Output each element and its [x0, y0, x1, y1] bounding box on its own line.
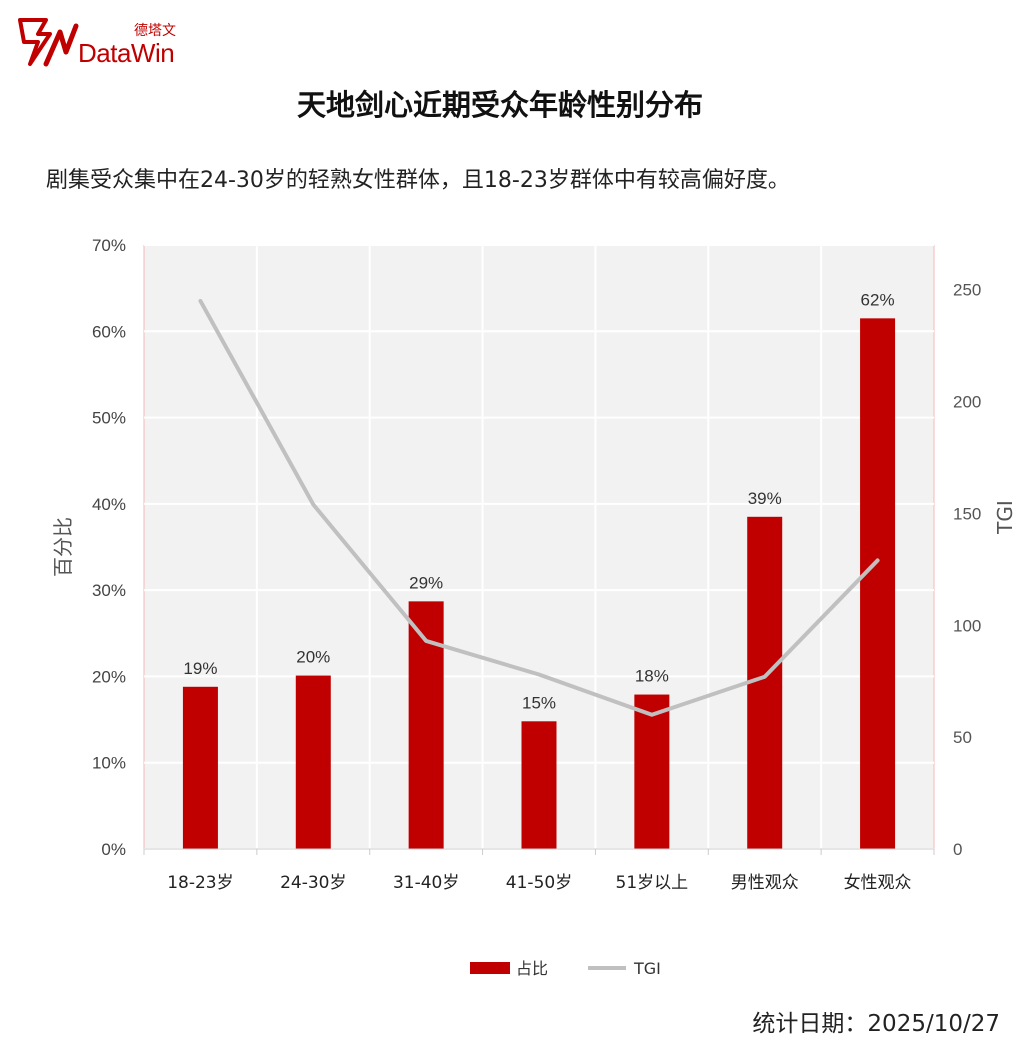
chart-svg: 19% 20% 29% 15% 18% 39% 62% 0% 10% 20% 30% 40% 50% 6… [51, 236, 1017, 978]
x-tick-label: 男性观众 [731, 873, 799, 893]
bar [634, 694, 670, 849]
bar-data-label: 19% [183, 659, 217, 678]
chart-title: 天地剑心近期受众年龄性别分布 [296, 88, 703, 122]
legend-bar-swatch [470, 962, 510, 974]
legend-line-label: TGI [633, 959, 661, 978]
bar-data-label: 15% [522, 693, 556, 712]
bar-data-label: 29% [409, 573, 443, 592]
x-tick-label: 31-40岁 [393, 873, 459, 893]
chart-subtitle: 剧集受众集中在24-30岁的轻熟女性群体，且18-23岁群体中有较高偏好度。 [46, 168, 790, 193]
bar-data-label: 39% [748, 489, 782, 508]
x-tick-label: 24-30岁 [280, 873, 346, 893]
y-left-tick-label: 30% [92, 581, 126, 600]
y-left-tick-label: 70% [92, 236, 126, 255]
stat-date: 统计日期：2025/10/27 [752, 1004, 1000, 1038]
y-right-title: TGI [993, 500, 1017, 535]
brand-name-cn: 德塔文 [134, 23, 176, 39]
x-axis: 18-23岁 24-30岁 31-40岁 41-50岁 51岁以上 男性观众 女性观众 [143, 848, 935, 893]
y-left-title: 百分比 [51, 517, 75, 577]
bar [860, 318, 896, 849]
bar-data-label: 20% [296, 648, 330, 667]
y-left-tick-label: 60% [92, 322, 126, 341]
bar [295, 675, 331, 849]
x-tick-label: 41-50岁 [506, 873, 572, 893]
x-tick-label: 51岁以上 [616, 873, 689, 893]
bar [521, 721, 557, 849]
y-right-tick-label: 250 [953, 281, 981, 300]
bar [747, 516, 783, 849]
y-right-tick-label: 0 [953, 840, 962, 859]
legend: 占比 TGI [470, 959, 661, 978]
y-right-ticks: 0 50 100 150 200 250 [953, 281, 981, 859]
stat-date-value: 2025/10/27 [867, 1011, 1000, 1037]
y-left-tick-label: 20% [92, 667, 126, 686]
y-right-tick-label: 100 [953, 616, 981, 635]
x-tick-label: 女性观众 [844, 873, 912, 893]
bar [182, 686, 218, 849]
x-tick-label: 18-23岁 [167, 873, 233, 893]
brand-logo [16, 12, 216, 72]
y-left-ticks: 0% 10% 20% 30% 40% 50% 60% 70% [92, 236, 126, 859]
y-right-tick-label: 150 [953, 504, 981, 523]
datawin-logo-icon [18, 18, 79, 67]
y-right-tick-label: 200 [953, 393, 981, 412]
y-left-tick-label: 10% [92, 754, 126, 773]
y-left-tick-label: 0% [101, 840, 126, 859]
bar-data-label: 18% [635, 667, 669, 686]
y-left-tick-label: 40% [92, 495, 126, 514]
tgi-series [198, 298, 880, 717]
bar-data-label: 62% [861, 290, 895, 309]
brand-name-en: DataWin [78, 38, 175, 68]
data-labels: 19% 20% 29% 15% 18% 39% 62% [183, 290, 894, 712]
legend-bar-label: 占比 [516, 959, 548, 978]
y-right-tick-label: 50 [953, 728, 972, 747]
y-left-tick-label: 50% [92, 409, 126, 428]
stat-date-label: 统计日期： [752, 1011, 868, 1037]
